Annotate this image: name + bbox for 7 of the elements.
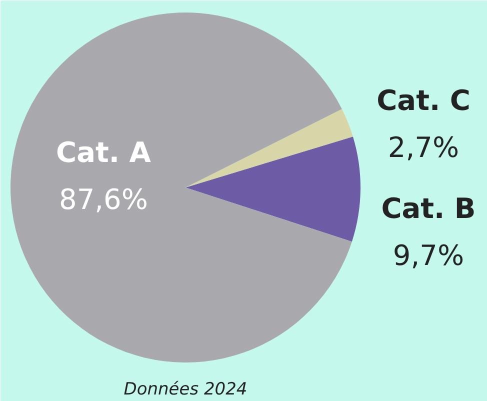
- data-label: 2,7%: [388, 131, 460, 164]
- slice-label: Cat. C: [376, 84, 470, 117]
- slice-label: Cat. B: [381, 192, 476, 225]
- slice-label: Cat. A: [56, 136, 152, 169]
- data-label: 9,7%: [392, 239, 464, 272]
- text: Données 2024: [124, 380, 248, 400]
- data-label: 87,6%: [59, 183, 148, 216]
